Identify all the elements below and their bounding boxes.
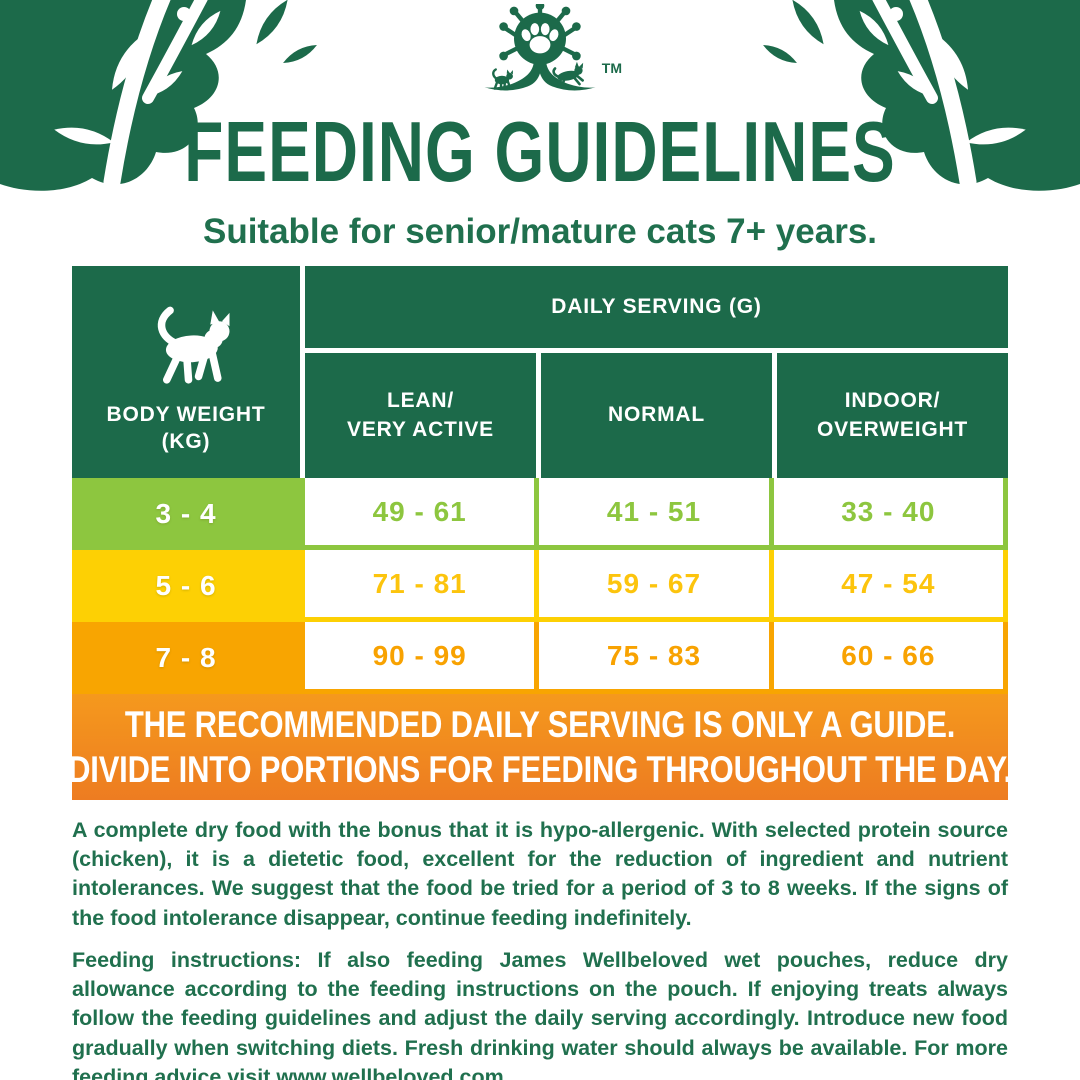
banner-line1: THE RECOMMENDED DAILY SERVING IS ONLY A … — [124, 702, 956, 745]
column-indoor-line1: INDOOR/ — [844, 389, 941, 413]
lean-value-cell: 49 - 61 — [305, 478, 535, 545]
page-title: FEEDING GUIDELINES — [184, 103, 896, 200]
page-subtitle: Suitable for senior/mature cats 7+ years… — [202, 212, 878, 251]
leaf-branch-icon — [0, 0, 317, 191]
column-normal-line1: NORMAL — [608, 403, 705, 427]
table-row: 3 - 4 49 - 61 41 - 51 33 - 40 — [72, 478, 1008, 550]
feeding-table: BODY WEIGHT (KG) DAILY SERVING (G) LEAN/… — [68, 266, 1012, 800]
table-row: 5 - 6 71 - 81 59 - 67 47 - 54 — [72, 550, 1008, 622]
trademark-symbol: TM — [601, 60, 622, 76]
body-weight-header-cell: BODY WEIGHT (KG) — [72, 266, 300, 478]
serving-header-group: DAILY SERVING (G) LEAN/ VERY ACTIVE NORM… — [305, 266, 1008, 478]
column-lean-line1: LEAN/ — [387, 389, 454, 413]
body-weight-line2: (KG) — [161, 430, 211, 453]
normal-value-cell: 59 - 67 — [539, 550, 769, 617]
body-weight-line1: BODY WEIGHT — [106, 402, 266, 426]
tree-paw-cat-dog-icon — [484, 1, 596, 91]
daily-serving-header-cell: DAILY SERVING (G) — [305, 266, 1008, 348]
column-indoor-line2: OVERWEIGHT — [816, 417, 969, 441]
indoor-value-cell: 33 - 40 — [773, 478, 1003, 545]
leaf-branch-decoration-left — [0, 0, 320, 200]
cat-silhouette-icon — [157, 306, 230, 384]
description-text: A complete dry food with the bonus that … — [72, 816, 1008, 1080]
normal-value-cell: 75 - 83 — [539, 622, 769, 689]
table-row: 7 - 8 90 - 99 75 - 83 60 - 66 — [72, 622, 1008, 694]
indoor-value-cell: 60 - 66 — [773, 622, 1003, 689]
lean-value-cell: 71 - 81 — [305, 550, 535, 617]
brand-logo: TM — [462, 1, 622, 108]
product-description-paragraph: A complete dry food with the bonus that … — [72, 818, 1008, 930]
table-header: BODY WEIGHT (KG) DAILY SERVING (G) LEAN/… — [72, 266, 1008, 478]
column-lean-line2: VERY ACTIVE — [347, 417, 494, 441]
column-header-indoor: INDOOR/ OVERWEIGHT — [777, 353, 1008, 478]
column-header-normal: NORMAL — [541, 353, 772, 478]
guidance-banner: THE RECOMMENDED DAILY SERVING IS ONLY A … — [68, 694, 1012, 800]
weight-cell: 3 - 4 — [155, 498, 217, 529]
leaf-branch-decoration-right — [760, 0, 1080, 200]
column-header-lean: LEAN/ VERY ACTIVE — [305, 353, 536, 478]
weight-cell: 7 - 8 — [155, 642, 217, 673]
activity-columns: LEAN/ VERY ACTIVE NORMAL INDOOR/ OVERWEI… — [305, 353, 1008, 478]
banner-line2: DIVIDE INTO PORTIONS FOR FEEDING THROUGH… — [68, 747, 1012, 790]
body-weight-label: BODY WEIGHT (KG) — [107, 401, 266, 456]
feeding-instructions-paragraph: Feeding instructions: If also feeding Ja… — [72, 947, 1008, 1080]
lean-value-cell: 90 - 99 — [305, 622, 535, 689]
weight-cell: 5 - 6 — [155, 570, 217, 601]
indoor-value-cell: 47 - 54 — [773, 550, 1003, 617]
leaf-branch-icon — [763, 0, 1080, 191]
normal-value-cell: 41 - 51 — [539, 478, 769, 545]
